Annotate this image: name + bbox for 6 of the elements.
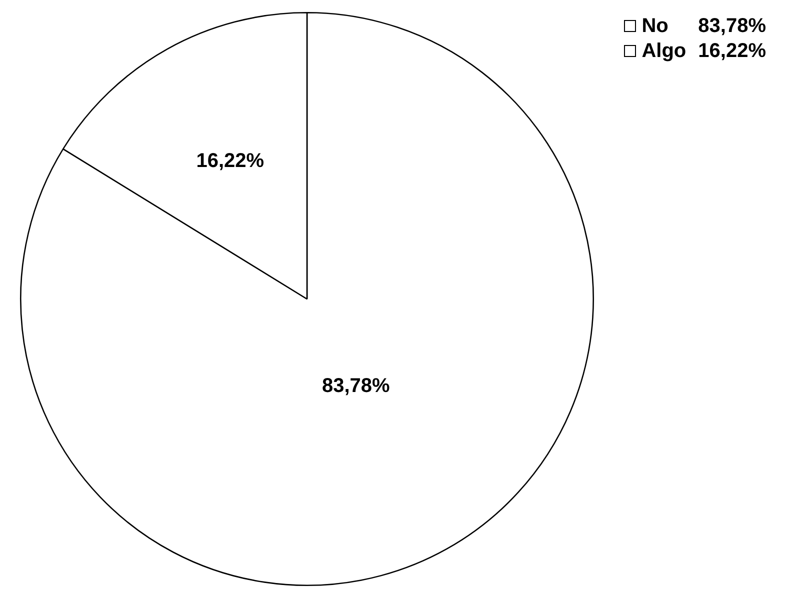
data-label: 83,78% [322, 375, 390, 398]
legend-label: Algo [642, 39, 688, 64]
legend-label: No [642, 14, 670, 39]
text: 16,22% [698, 40, 766, 62]
data-label: 16,22% [196, 150, 264, 172]
text: 83,78% [698, 15, 766, 37]
